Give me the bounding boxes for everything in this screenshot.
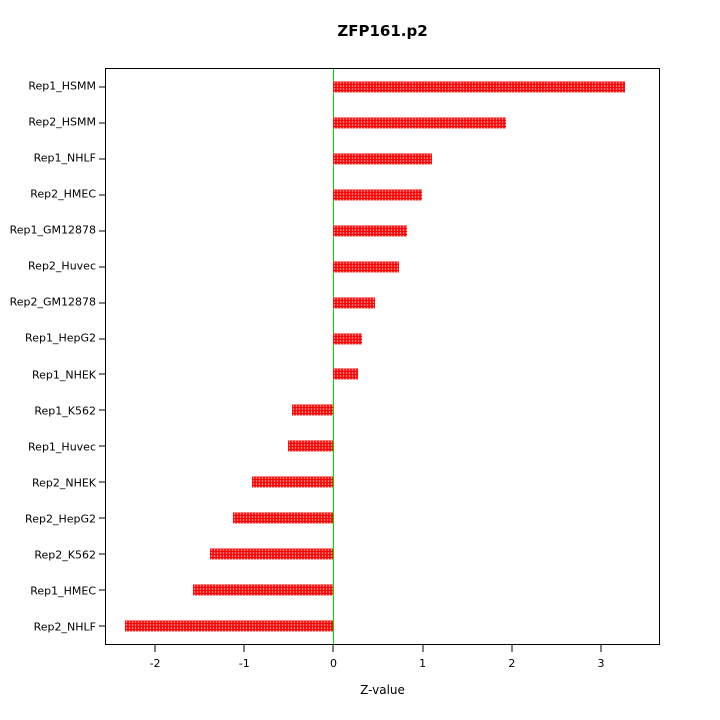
zero-reference-line — [333, 69, 335, 644]
x-axis-tick-label: -2 — [149, 657, 161, 670]
x-axis-tick-label: -1 — [238, 657, 250, 670]
y-axis-label: Rep2_Huvec — [28, 259, 96, 273]
x-axis-tick-label: 2 — [508, 657, 516, 670]
bar — [192, 584, 334, 596]
x-axis-tick — [600, 645, 602, 652]
bar — [232, 512, 334, 524]
bar — [333, 297, 376, 309]
y-axis-tick — [99, 302, 106, 304]
y-axis-tick — [99, 230, 106, 232]
y-axis-label: Rep1_HSMM — [28, 79, 96, 93]
bar — [333, 189, 422, 201]
x-axis-tick — [243, 645, 245, 652]
y-axis-label: Rep1_GM12878 — [9, 223, 96, 237]
bar — [287, 440, 334, 452]
y-axis-tick — [99, 445, 106, 447]
y-axis-label: Rep2_HMEC — [30, 187, 96, 201]
y-axis-tick — [99, 86, 106, 88]
bar — [333, 81, 626, 93]
x-axis-tick-label: 3 — [597, 657, 605, 670]
y-axis-tick — [99, 625, 106, 627]
bar — [333, 117, 507, 129]
y-axis-tick — [99, 589, 106, 591]
bar — [333, 333, 362, 345]
plot-area: -2 -1 0 1 2 3 — [99, 68, 660, 670]
x-axis-tick-label: 1 — [419, 657, 427, 670]
x-axis-title: Z-value — [360, 683, 405, 697]
bar — [333, 153, 432, 165]
y-axis-label: Rep2_K562 — [34, 548, 96, 562]
y-axis-label: Rep2_HepG2 — [25, 512, 96, 526]
chart-title: ZFP161.p2 — [337, 22, 428, 40]
bar — [252, 476, 334, 488]
x-axis-tick — [511, 645, 513, 652]
y-axis-tick — [99, 194, 106, 196]
y-axis-label: Rep1_Huvec — [28, 440, 96, 454]
bar — [210, 548, 334, 560]
y-axis-tick — [99, 553, 106, 555]
y-axis-tick — [99, 266, 106, 268]
bar — [333, 368, 358, 380]
x-axis-tick — [154, 645, 156, 652]
y-axis-label: Rep1_HMEC — [30, 584, 96, 598]
bar — [333, 261, 400, 273]
y-axis-tick — [99, 481, 106, 483]
y-axis-label: Rep2_NHEK — [31, 476, 96, 490]
y-axis-label: Rep1_HepG2 — [25, 331, 96, 345]
x-axis-tick-label: 0 — [329, 657, 337, 670]
bar — [333, 225, 407, 237]
y-axis-tick — [99, 338, 106, 340]
y-axis-label: Rep1_NHEK — [31, 368, 96, 382]
y-axis-tick — [99, 373, 106, 375]
bar — [124, 620, 334, 632]
x-axis-tick — [422, 645, 424, 652]
y-axis-tick — [99, 122, 106, 124]
y-axis-labels: Rep1_HSMM Rep2_HSMM Rep1_NHLF Rep2_HMEC Rep1… — [0, 68, 96, 645]
bar — [291, 404, 334, 416]
y-axis-label: Rep2_HSMM — [28, 115, 96, 129]
y-axis-tick — [99, 409, 106, 411]
y-axis-tick — [99, 158, 106, 160]
y-axis-label: Rep2_GM12878 — [9, 295, 96, 309]
y-axis-label: Rep1_K562 — [34, 404, 96, 418]
y-axis-label: Rep1_NHLF — [33, 151, 96, 165]
y-axis-tick — [99, 517, 106, 519]
x-axis-tick — [332, 645, 334, 652]
y-axis-label: Rep2_NHLF — [33, 620, 96, 634]
